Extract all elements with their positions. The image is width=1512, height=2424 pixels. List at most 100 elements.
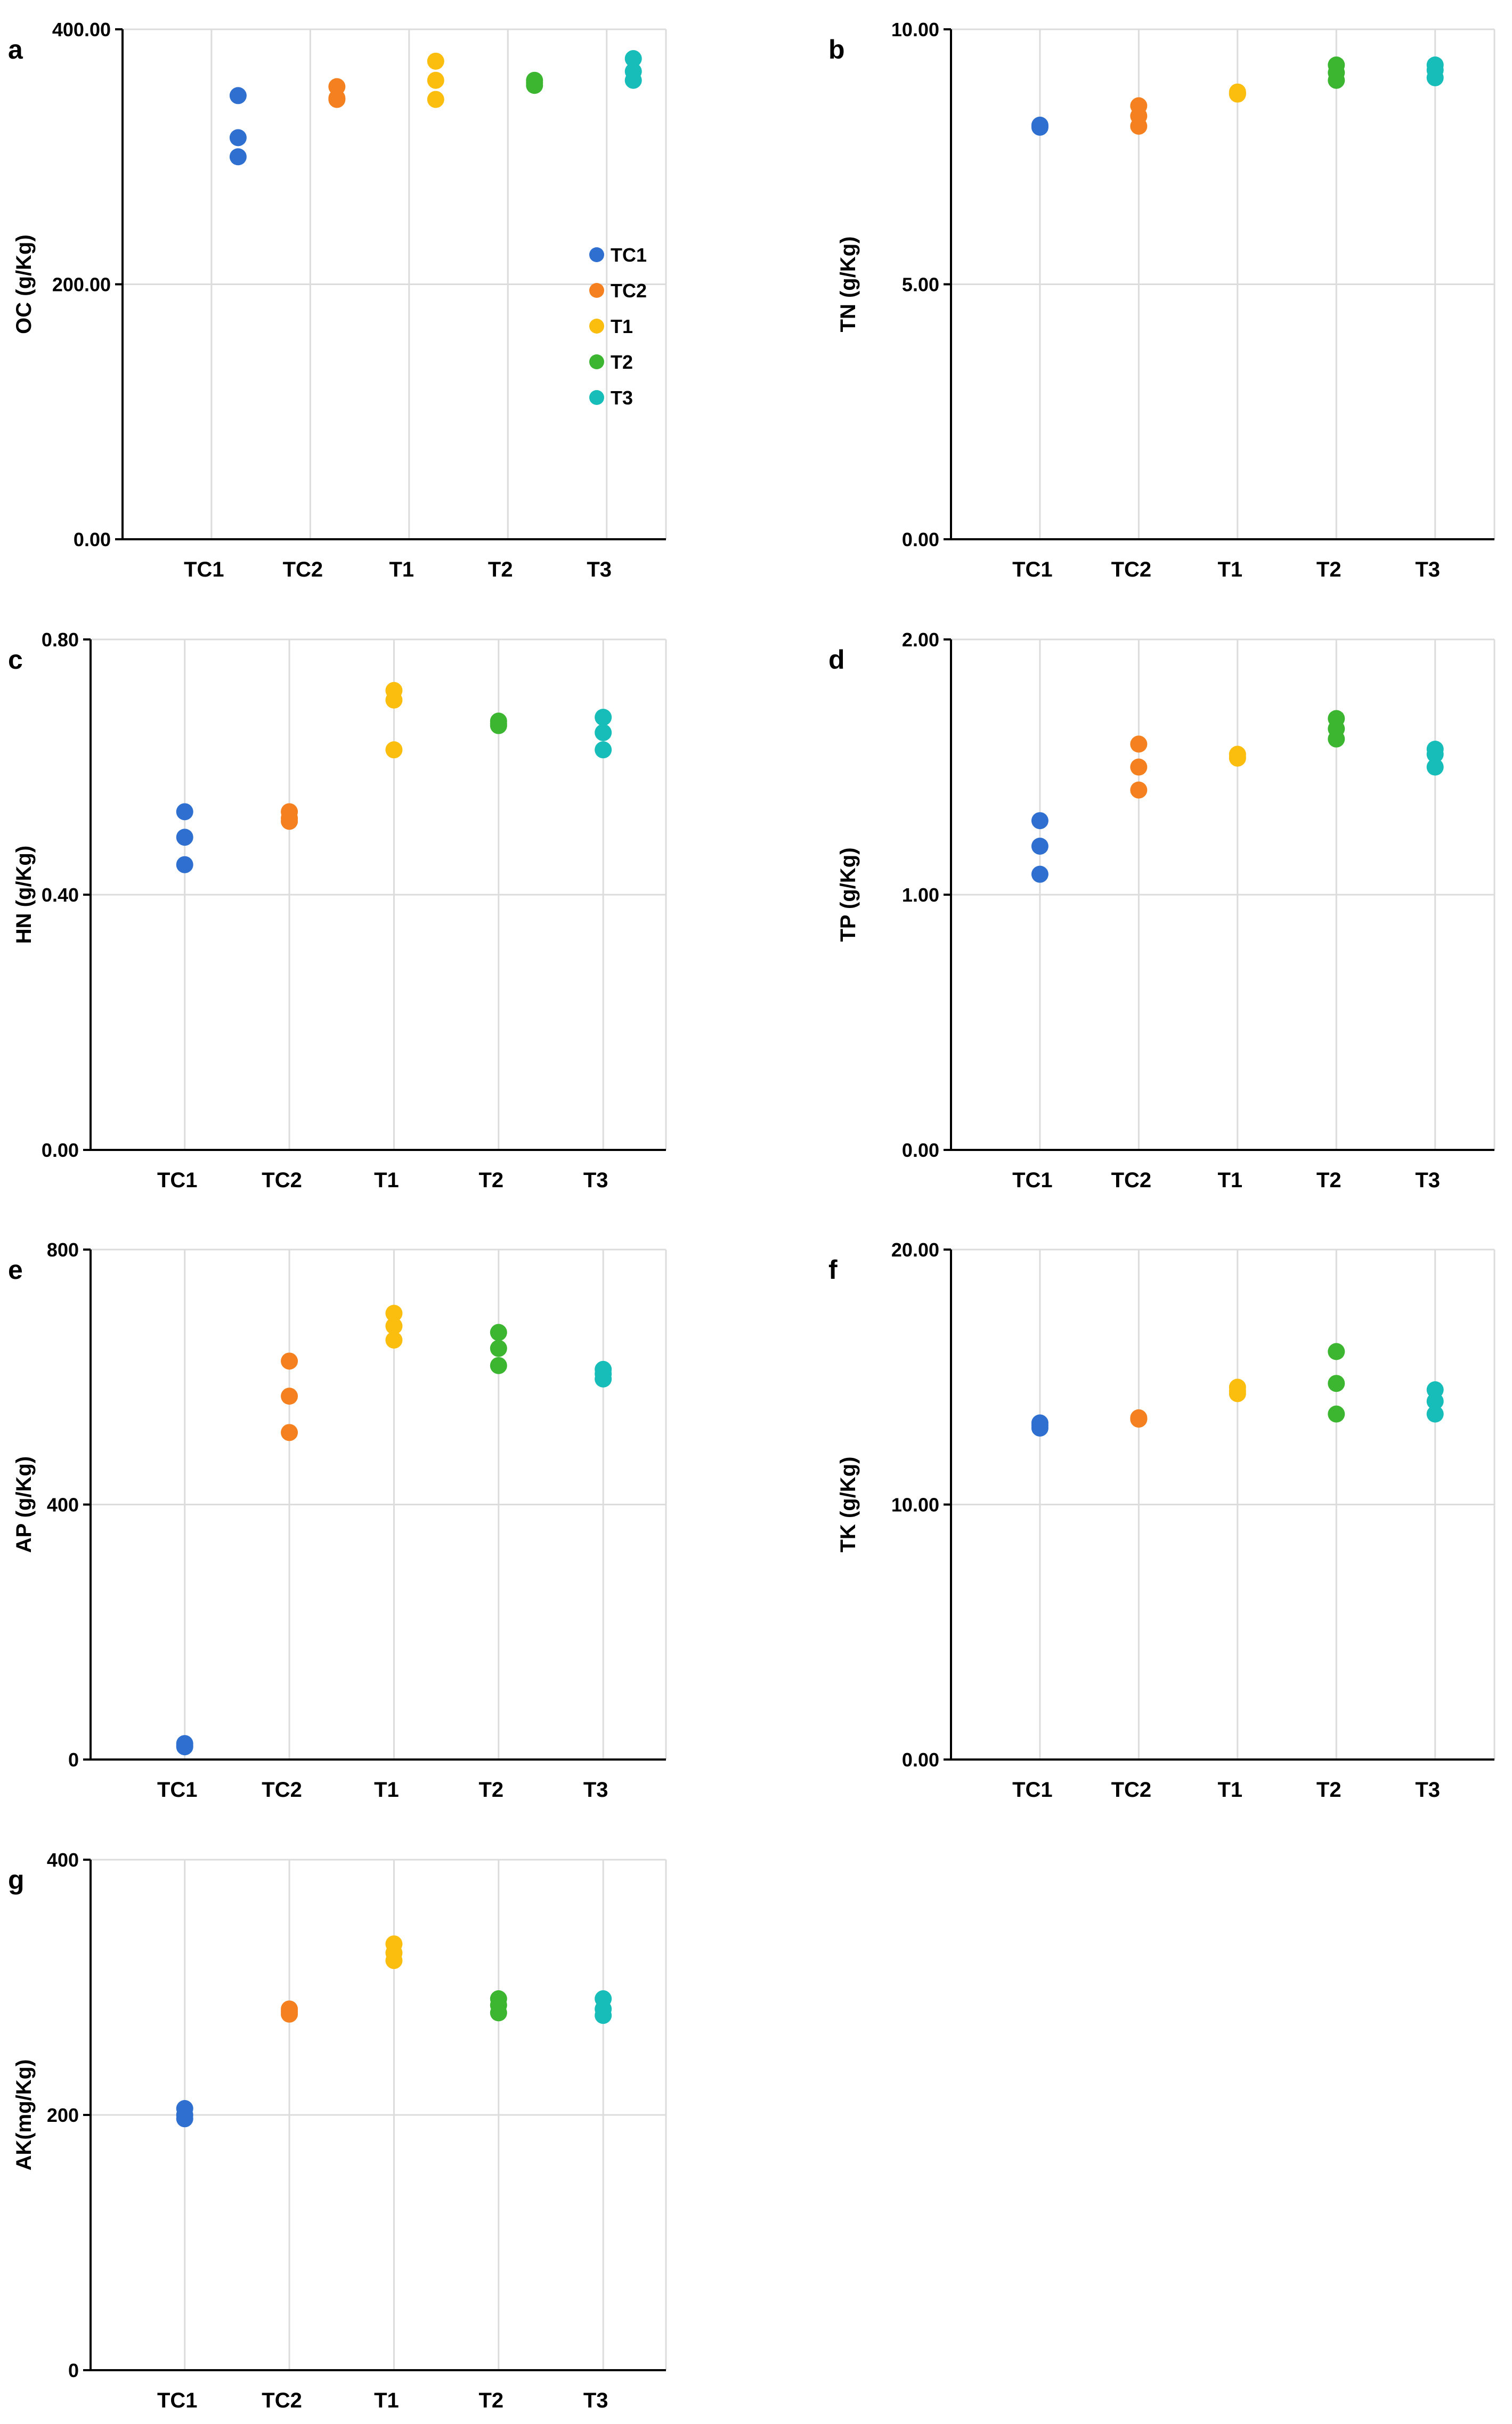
data-point-t3 [1426,69,1444,86]
data-point-t1 [385,1331,403,1349]
x-tick-label: TC1 [1012,558,1053,581]
x-tick-label: TC1 [184,558,224,581]
legend: TC1 TC2 T1 T2 T3 [589,244,647,409]
panel-letter: d [828,645,845,675]
x-tick-label: T1 [1217,1778,1242,1802]
data-point-t2 [526,74,543,92]
x-tick-label: TC2 [262,1778,302,1802]
x-tick-label: TC1 [157,1778,198,1802]
data-point-t2 [490,2004,507,2022]
data-point-t2 [1328,730,1345,748]
data-point-t3 [595,741,612,759]
y-tick-label: 0.00 [902,1139,939,1161]
data-point-t3 [595,709,612,726]
panel-letter: b [828,35,845,64]
y-axis-title: TN (g/Kg) [836,237,860,333]
data-point-t3 [595,2007,612,2024]
data-point-tc2 [1130,117,1148,135]
legend-marker-t2 [589,354,604,369]
y-tick-label: 0.80 [42,629,79,651]
data-point-t2 [490,1357,507,1374]
data-point-t2 [1328,1405,1345,1423]
legend-label: T3 [611,387,633,409]
y-tick-label: 1.00 [902,884,939,906]
chart-panel-c: 0.00 0.40 0.80 TC1 TC2 T1 T2 T3 HN (g/Kg) c [8,629,667,1192]
y-tick-label: 200 [47,2104,79,2126]
data-point-t1 [385,1304,403,1322]
x-tick-label: T2 [1316,1778,1342,1802]
data-point-tc1 [176,2110,193,2128]
x-tick-label: T2 [488,558,513,581]
y-tick-label: 800 [47,1239,79,1261]
legend-marker-tc2 [589,283,604,298]
x-tick-label: T1 [374,2389,399,2412]
data-point-tc1 [176,803,193,821]
chart-panel-e: 0 400 800 TC1 TC2 T1 T2 T3 AP (g/Kg) e [8,1239,667,1802]
data-point-tc1 [229,129,247,147]
data-point-t1 [385,691,403,709]
x-tick-label: T1 [389,558,414,581]
data-point-t1 [1229,749,1246,767]
data-point-tc1 [1031,812,1048,830]
panel-letter: c [8,645,23,675]
y-tick-label: 10.00 [891,1494,939,1516]
chart-panel-g: 0 200 400 TC1 TC2 T1 T2 T3 AK(mg/Kg) g [8,1849,667,2412]
legend-marker-tc1 [589,247,604,262]
data-point-tc2 [1130,758,1148,776]
x-tick-label: T1 [374,1169,399,1192]
y-tick-label: 200.00 [52,274,111,296]
data-point-t1 [385,741,403,759]
chart-panel-d: 0.00 1.00 2.00 TC1 TC2 T1 T2 T3 TP (g/Kg) d [828,629,1495,1192]
x-tick-label: TC1 [1012,1169,1053,1192]
data-point-t1 [1229,83,1246,101]
y-tick-label: 400 [47,1494,79,1516]
data-point-t2 [1328,71,1345,89]
y-tick-label: 10.00 [891,19,939,40]
x-tick-label: T1 [1217,1169,1242,1192]
data-point-tc1 [176,1737,193,1754]
panel-letter: a [8,35,23,64]
y-axis-title: AK(mg/Kg) [12,2060,36,2171]
x-tick-label: TC2 [262,2389,302,2412]
y-axis-title: TK (g/Kg) [836,1457,860,1553]
data-point-t2 [490,1340,507,1357]
x-tick-label: T3 [583,1169,608,1192]
chart-panel-f: 0.00 10.00 20.00 TC1 TC2 T1 T2 T3 TK (g/Kg) f [828,1239,1495,1802]
data-point-tc1 [1031,837,1048,855]
x-tick-label: T1 [1217,558,1242,581]
data-point-t3 [595,724,612,741]
y-tick-label: 0 [68,1749,79,1771]
data-point-tc2 [1130,735,1148,753]
data-point-t3 [1426,758,1444,776]
x-tick-label: T3 [583,2389,608,2412]
y-tick-label: 400.00 [52,19,111,40]
legend-label: T2 [611,351,633,373]
data-point-t1 [427,91,444,108]
x-tick-label: TC2 [1111,1169,1152,1192]
data-point-tc2 [1130,781,1148,799]
legend-label: T1 [611,315,633,337]
x-tick-label: T2 [478,2389,503,2412]
data-point-t2 [1328,1343,1345,1360]
data-point-t2 [1328,1375,1345,1392]
data-point-tc1 [229,148,247,166]
data-point-t1 [1229,1385,1246,1402]
y-tick-label: 400 [47,1849,79,1871]
x-tick-label: TC2 [1111,558,1152,581]
data-point-t3 [624,50,642,68]
y-axis-title: AP (g/Kg) [12,1456,36,1553]
panel-letter: g [8,1865,25,1895]
y-tick-label: 0.00 [42,1139,79,1161]
y-axis-title: HN (g/Kg) [12,846,36,944]
legend-marker-t3 [589,390,604,405]
data-point-tc1 [229,87,247,104]
data-point-tc1 [176,829,193,846]
y-tick-label: 0.00 [902,529,939,550]
data-point-tc1 [176,856,193,873]
x-tick-label: T3 [583,1778,608,1802]
x-tick-label: T2 [478,1169,503,1192]
x-tick-label: T1 [374,1778,399,1802]
data-point-tc2 [281,1424,298,1441]
chart-panel-b: 0.00 5.00 10.00 TC1 TC2 T1 T2 T3 TN (g/Kg) b [828,19,1495,581]
